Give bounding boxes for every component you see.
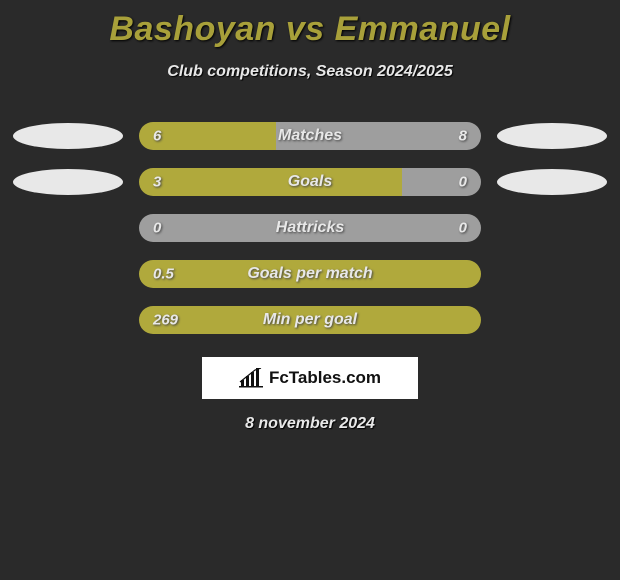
stat-value-left: 0.5 (153, 266, 174, 283)
stat-value-left: 3 (153, 174, 161, 191)
bar-left-segment (139, 168, 402, 196)
stat-value-left: 6 (153, 128, 161, 145)
stat-value-right: 0 (459, 220, 467, 237)
stat-value-left: 0 (153, 220, 161, 237)
stat-value-right: 0 (459, 174, 467, 191)
chart-row: Hattricks 0 0 (0, 205, 620, 251)
stat-label: Min per goal (263, 311, 357, 329)
player-left-ellipse (13, 169, 123, 195)
stat-bar: Goals per match 0.5 (139, 260, 481, 288)
subtitle: Club competitions, Season 2024/2025 (0, 63, 620, 81)
chart-row: Min per goal 269 (0, 297, 620, 343)
player-right-ellipse (497, 123, 607, 149)
stat-bar: Matches 6 8 (139, 122, 481, 150)
chart-row: Matches 6 8 (0, 113, 620, 159)
stat-label: Goals per match (247, 265, 372, 283)
stat-label: Goals (288, 173, 332, 191)
player-right-ellipse (497, 169, 607, 195)
logo-text: FcTables.com (269, 368, 381, 388)
page-title: Bashoyan vs Emmanuel (0, 0, 620, 49)
date-text: 8 november 2024 (0, 415, 620, 433)
stat-value-left: 269 (153, 312, 178, 329)
stat-label: Hattricks (276, 219, 344, 237)
bar-chart-icon (239, 368, 263, 388)
stat-bar: Hattricks 0 0 (139, 214, 481, 242)
stat-bar: Goals 3 0 (139, 168, 481, 196)
stat-label: Matches (278, 127, 342, 145)
bar-right-segment (402, 168, 481, 196)
logo-box: FcTables.com (202, 357, 418, 399)
chart-row: Goals 3 0 (0, 159, 620, 205)
comparison-chart: Matches 6 8 Goals 3 0 Hattricks 0 0 Goals per mat… (0, 113, 620, 343)
stat-bar: Min per goal 269 (139, 306, 481, 334)
player-left-ellipse (13, 123, 123, 149)
chart-row: Goals per match 0.5 (0, 251, 620, 297)
stat-value-right: 8 (459, 128, 467, 145)
